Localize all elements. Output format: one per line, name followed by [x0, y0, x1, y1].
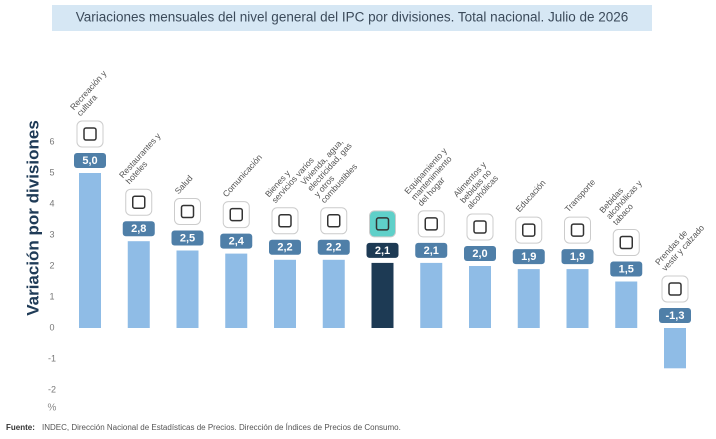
value-label-box	[561, 249, 594, 265]
title-box	[52, 5, 652, 31]
value-label-box	[464, 246, 496, 261]
bar	[469, 266, 491, 328]
bar	[322, 259, 345, 328]
value-label-box	[122, 221, 155, 237]
value-label-box	[269, 239, 301, 255]
source-label: Fuente:	[6, 423, 35, 432]
y-axis-title: Variación por divisiones	[23, 120, 42, 316]
icon	[271, 207, 299, 235]
y-tick-label: 2	[49, 260, 54, 270]
icon-glyph	[668, 282, 682, 296]
bar	[517, 269, 540, 328]
icon	[222, 201, 250, 229]
icon	[515, 216, 543, 244]
y-tick-label: -1	[48, 353, 56, 363]
bar	[127, 241, 150, 328]
bar	[176, 250, 199, 328]
value-label: 2,8	[131, 223, 146, 235]
value-label-box	[171, 230, 204, 246]
value-label: 2,1	[375, 245, 390, 257]
y-tick-label: 5	[49, 167, 54, 177]
icon-glyph	[132, 195, 146, 209]
bar	[420, 262, 443, 328]
value-label-box	[74, 153, 106, 168]
value-label-box	[415, 242, 448, 258]
bar	[79, 173, 101, 328]
bar	[664, 328, 686, 369]
value-label: 1,9	[570, 251, 585, 263]
icon-glyph	[522, 223, 536, 237]
y-tick-label: 0	[49, 322, 54, 332]
value-label-box	[659, 308, 691, 323]
y-tick-label: 3	[49, 229, 54, 239]
value-label-box	[366, 242, 399, 258]
bar	[371, 262, 394, 328]
value-label: 2,5	[180, 232, 195, 244]
chart-title: Variaciones mensuales del nivel general …	[76, 10, 629, 25]
icon	[466, 213, 494, 241]
bar	[566, 269, 589, 328]
icon	[369, 210, 396, 238]
value-label: 2,0	[472, 248, 487, 260]
icon	[612, 229, 640, 256]
icon-glyph	[83, 127, 97, 141]
value-label-box	[317, 239, 350, 255]
y-tick-label: -2	[48, 384, 56, 394]
icon	[320, 207, 348, 235]
icon	[76, 120, 104, 148]
y-tick-label: 6	[49, 136, 54, 146]
value-label-box	[512, 249, 545, 265]
value-label: 2,2	[277, 242, 292, 254]
icon-glyph	[278, 214, 292, 228]
bar	[274, 259, 296, 328]
icon-glyph	[424, 217, 438, 231]
source: INDEC, Dirección Nacional de Estadística…	[42, 423, 401, 432]
icon-glyph	[180, 204, 195, 219]
value-label: 2,1	[424, 245, 439, 257]
value-label: 2,2	[326, 242, 341, 254]
bar	[615, 281, 638, 328]
icon-glyph	[473, 220, 487, 234]
icon-glyph	[570, 223, 585, 237]
value-label-box	[220, 233, 253, 249]
icon	[661, 275, 689, 303]
icon	[174, 198, 201, 225]
bar	[225, 253, 248, 328]
value-label-box	[610, 261, 643, 277]
icon-glyph	[619, 235, 633, 250]
icon	[564, 216, 591, 244]
value-label: 1,9	[521, 251, 536, 263]
icon-glyph	[229, 207, 243, 222]
category-label: NIVEL GENERAL	[379, 336, 386, 389]
y-tick-label: 1	[49, 291, 54, 301]
icon-glyph	[375, 217, 390, 231]
value-label: 2,4	[229, 236, 245, 248]
icon	[125, 188, 153, 216]
icon-glyph	[327, 214, 341, 228]
icon	[417, 210, 445, 238]
y-tick-label: 4	[49, 198, 54, 208]
value-label: 1,5	[619, 263, 634, 275]
value-label: 5,0	[82, 155, 97, 167]
value-label: -1,3	[666, 310, 685, 322]
unit-label: %	[48, 403, 57, 414]
